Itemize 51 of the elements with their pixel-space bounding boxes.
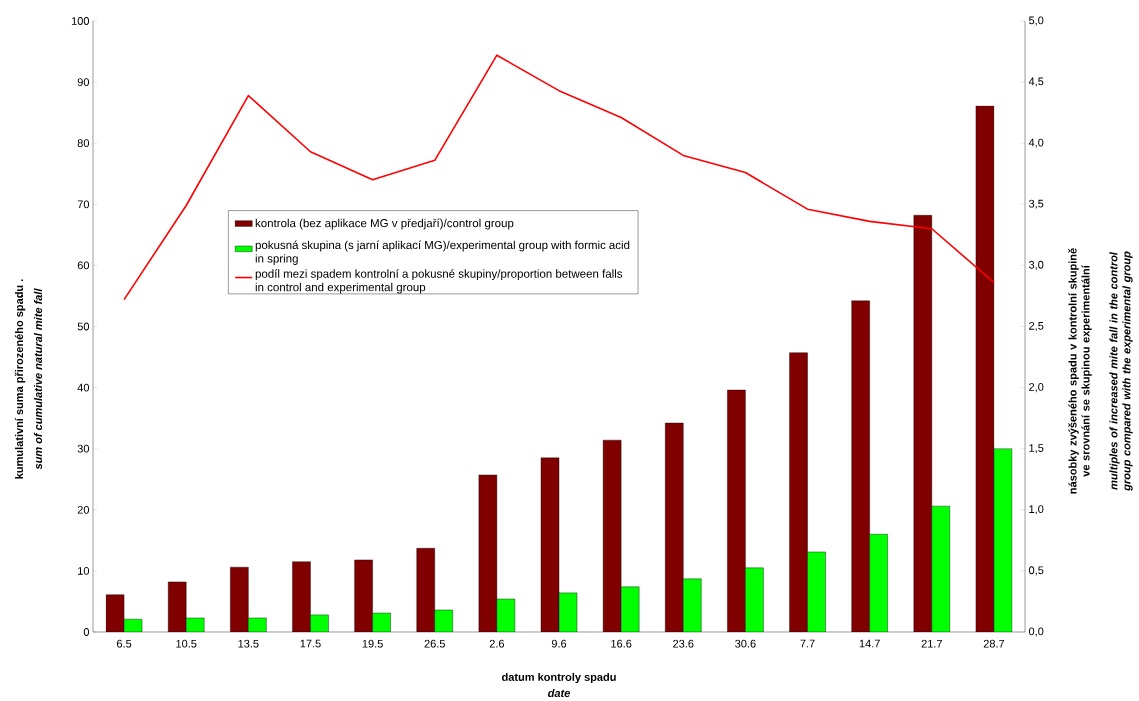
x-tick-label: 6.5 (116, 639, 132, 648)
bar (683, 578, 702, 632)
x-tick-label: 10.5 (176, 639, 197, 648)
y-tick-label: 90 (77, 78, 90, 86)
x-tick-label: 19.5 (362, 639, 383, 648)
y-tick-label: 30 (77, 444, 90, 453)
y2-tick-label: 3,5 (1028, 199, 1044, 209)
line-series (123, 54, 995, 301)
y2-axis-title: násobky zvýšeného spadu v kontrolní skupině ve srovnání se skupinou experimentální (1068, 248, 1092, 494)
x-tick-label: 16.6 (611, 639, 632, 648)
y2-tick-label: 0,5 (1028, 566, 1044, 576)
y2-tick-label: 2,0 (1029, 383, 1044, 393)
y2-tick-label: 2,5 (1029, 321, 1044, 332)
bar (807, 551, 826, 632)
y2-tick-label: 5,0 (1028, 16, 1044, 26)
y-tick-label: 0 (83, 628, 90, 636)
x-tick-label: 28.7 (983, 639, 1005, 648)
y-tick-label: 60 (77, 261, 90, 270)
y2-tick-label: 3,0 (1028, 260, 1044, 270)
y-tick-label: 70 (77, 200, 90, 209)
text: sum of cumulative natural mite fall (33, 288, 43, 470)
y-tick-label: 10 (78, 567, 90, 575)
y-tick-label: 100 (71, 17, 90, 25)
y-tick-label: 80 (77, 139, 90, 148)
x-tick-label: 9.6 (551, 639, 567, 648)
y2-tick-label: 4,5 (1028, 77, 1044, 87)
x-tick-label: 30.6 (735, 639, 756, 648)
bar (745, 567, 764, 632)
legend-label: podíl mezi spadem kontrolní a pokusné skupiny/proportion between falls in control and experimental group (255, 269, 623, 294)
text: multiples of increased mite fall in the control group compared with the experimental group (1109, 251, 1133, 491)
y-tick-label: 50 (77, 322, 90, 331)
x-tick-label: 2.6 (489, 639, 505, 648)
bar (931, 506, 950, 632)
x-tick-label: 21.7 (921, 639, 942, 648)
x-tick-label: 17.5 (300, 639, 321, 648)
x-tick-label: 14.7 (859, 639, 880, 648)
y2-tick-label: 1,5 (1029, 444, 1044, 454)
text: date (548, 688, 570, 698)
x-tick-label: 26.5 (424, 639, 445, 648)
y-tick-label: 40 (77, 383, 90, 392)
x-axis-title: datum kontroly spadu (502, 672, 616, 684)
y-axis-title: kumulativní suma přirozeného spadu . (14, 279, 26, 479)
legend-label: kontrola (bez aplikace MG v předjaří)/control group (255, 218, 514, 230)
y2-tick-label: 0,0 (1028, 627, 1044, 637)
bar (869, 534, 888, 632)
y2-tick-label: 1,0 (1029, 505, 1044, 515)
x-tick-label: 13.5 (238, 639, 259, 648)
x-tick-label: 23.6 (673, 639, 694, 648)
y-tick-label: 20 (77, 505, 90, 514)
y2-tick-label: 4,0 (1028, 138, 1044, 148)
x-tick-label: 7.7 (800, 639, 815, 648)
